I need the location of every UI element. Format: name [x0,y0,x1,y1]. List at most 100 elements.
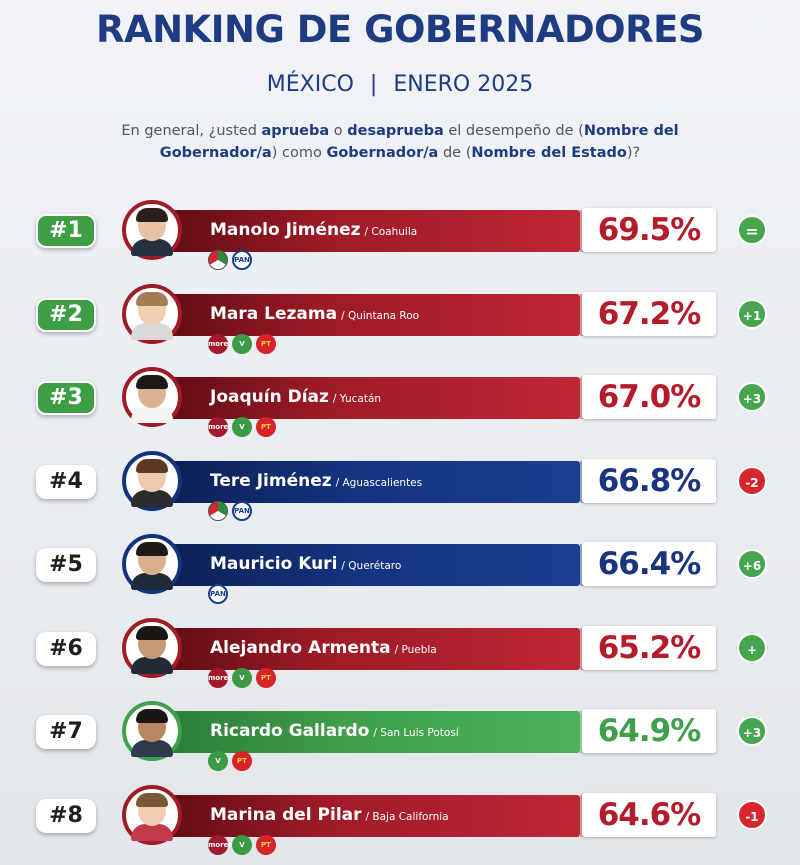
question-text: ) como [271,145,327,161]
pan-logo-icon: PAN [232,250,252,270]
approval-percent: 67.2% [582,291,716,336]
governor-name-line: Alejandro Armenta / Puebla [210,638,437,658]
morena-logo-icon: morena [208,333,238,354]
governor-name-line: Mauricio Kuri / Querétaro [210,554,401,574]
survey-question: En general, ¿usted aprueba o desaprueba … [100,120,700,164]
rank-badge: #1 [36,214,96,248]
pri-logo-icon [208,250,228,270]
governor-name-line: Tere Jiménez / Aguascalientes [210,471,422,491]
pt-logo-icon: PT [256,667,276,688]
rank-change-badge: -2 [737,465,767,496]
rank-badge: #5 [36,548,96,582]
ranking-row: #5 Mauricio Kuri / Querétaro 66.4% +6 PAN [0,534,800,604]
question-text: En general, ¿usted [121,123,262,139]
party-logos: PAN [208,500,256,523]
pri-logo-icon [208,500,228,521]
rank-change-badge: +3 [737,382,767,412]
pvem-logo-icon: V [232,417,252,437]
avatar [122,450,182,511]
state-name: / Querétaro [341,560,402,572]
question-emphasis: Nombre del Estado [471,145,627,161]
state-name: / San Luis Potosí [373,727,459,739]
pvem-logo-icon: V [232,333,252,354]
avatar-body [131,573,173,590]
name-bar [160,794,590,837]
party-logos: PAN [208,584,232,606]
date-label: ENERO 2025 [393,72,534,97]
approval-percent: 69.5% [582,208,716,252]
party-logos: morenaV PT [208,834,280,857]
rank-badge: #2 [36,297,96,332]
governor-name: Mara Lezama [210,303,338,324]
governor-name-line: Marina del Pilar / Baja California [210,805,449,825]
pvem-logo-icon: V [208,751,228,771]
rank-change-badge: +3 [737,716,767,746]
governor-name: Marina del Pilar [210,804,362,825]
name-bar [160,544,590,586]
rank-change-badge: + [737,632,767,663]
avatar-hair [136,208,168,222]
avatar-body [131,489,173,507]
party-logos: morenaV PT [208,417,280,439]
ranking-row: #6 Alejandro Armenta / Puebla 65.2% + mor… [0,617,800,690]
party-logos: V PT [208,751,256,773]
question-emphasis: Gobernador/a [326,145,439,161]
subtitle: MÉXICO | ENERO 2025 [0,72,800,97]
state-name: / Baja California [365,810,449,823]
subtitle-separator: | [369,72,378,97]
avatar-body [131,656,173,674]
pt-logo-icon: PT [256,417,276,437]
pan-logo-icon: PAN [208,584,228,604]
ranking-row: #1 Manolo Jiménez / Coahuila 69.5% = PAN [0,200,800,270]
state-name: / Yucatán [332,393,382,405]
state-name: / Coahuila [364,226,418,238]
pan-logo-icon: PAN [232,500,252,521]
question-emphasis: Nombre del Gobernador/a [159,123,679,161]
governor-name: Alejandro Armenta [210,637,391,658]
page-title: RANKING DE GOBERNADORES [95,8,705,51]
avatar [122,200,182,260]
question-emphasis: aprueba [261,123,330,139]
avatar-hair [136,542,168,556]
governor-name: Joaquín Díaz [210,387,329,407]
governor-name-line: Mara Lezama / Quintana Roo [210,304,419,324]
state-name: / Puebla [394,643,437,656]
rank-badge: #3 [36,381,96,415]
avatar-hair [136,625,168,640]
governor-name: Ricardo Gallardo [210,721,370,741]
ranking-row: #8 Marina del Pilar / Baja California 64.… [0,784,800,857]
approval-percent: 66.8% [582,458,716,503]
avatar-body [131,406,173,423]
rank-badge: #7 [36,715,96,749]
pt-logo-icon: PT [256,333,276,354]
approval-percent: 64.9% [582,709,716,753]
ranking-row: #7 Ricardo Gallardo / San Luis Potosí 64.… [0,701,800,771]
country-label: MÉXICO [266,72,354,97]
avatar-hair [136,291,168,306]
party-logos: morenaV PT [208,667,280,690]
approval-percent: 67.0% [582,375,716,419]
rank-badge: #6 [36,631,96,666]
avatar-body [131,740,173,757]
question-text: )? [626,145,641,161]
avatar-hair [136,458,168,473]
ranking-row: #2 Mara Lezama / Quintana Roo 67.2% +1 mo… [0,283,800,356]
avatar-body [131,239,173,256]
pt-logo-icon: PT [232,751,252,771]
party-logos: morenaV PT [208,333,280,356]
governor-name: Manolo Jiménez [210,220,361,240]
avatar-body [131,823,173,841]
ranking-row: #3 Joaquín Díaz / Yucatán 67.0% +3 morena… [0,367,800,437]
governor-name-line: Ricardo Gallardo / San Luis Potosí [210,721,459,741]
morena-logo-icon: morena [208,834,238,855]
governor-name-line: Joaquín Díaz / Yucatán [210,387,381,407]
approval-percent: 64.6% [582,792,716,837]
ranking-row: #4 Tere Jiménez / Aguascalientes 66.8% -2… [0,450,800,523]
rank-change-badge: -1 [737,799,767,830]
rank-change-badge: +1 [737,298,767,329]
morena-logo-icon: morena [208,417,238,437]
question-text: el desempeño de ( [443,123,584,139]
rank-change-badge: +6 [737,549,767,579]
question-text: de ( [438,145,472,161]
morena-logo-icon: morena [208,667,238,688]
